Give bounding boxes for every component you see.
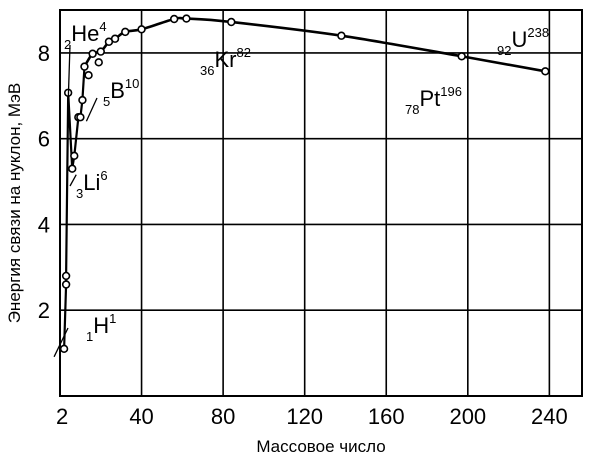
- svg-text:1H1: 1H1: [86, 311, 116, 344]
- leader-line: [69, 174, 77, 187]
- data-point: [84, 70, 93, 80]
- nuclide-label-b: 5B10: [85, 76, 139, 122]
- y-axis-label: Энергия связи на нуклон, МэВ: [5, 83, 24, 324]
- svg-text:36Kr82: 36Kr82: [200, 45, 251, 78]
- x-tick-label: 40: [129, 404, 153, 429]
- atomic-number: 2: [64, 37, 71, 52]
- element-symbol: Pt: [419, 86, 440, 111]
- data-point: [121, 27, 130, 37]
- nuclide-label-kr: 36Kr82: [200, 45, 251, 78]
- x-tick-label: 240: [531, 404, 568, 429]
- data-point: [457, 52, 466, 61]
- svg-text:3Li6: 3Li6: [76, 168, 108, 201]
- svg-text:5B10: 5B10: [103, 76, 139, 109]
- x-tick-label: 2: [56, 404, 68, 429]
- x-tick-label: 200: [449, 404, 486, 429]
- leader-line: [85, 97, 98, 122]
- element-symbol: H: [93, 313, 109, 338]
- data-point: [137, 25, 146, 34]
- light-nuclei-line: [63, 66, 86, 349]
- svg-text:92U238: 92U238: [497, 25, 549, 58]
- nuclide-label-he: 2He4: [64, 19, 107, 103]
- nuclide-label-pt: 78Pt196: [405, 84, 462, 117]
- data-point: [541, 67, 550, 76]
- data-point: [61, 271, 71, 281]
- data-point: [88, 49, 97, 58]
- atomic-number: 5: [103, 94, 110, 109]
- y-tick-label: 6: [38, 127, 50, 152]
- data-point: [68, 164, 77, 173]
- nuclide-label-li: 3Li6: [69, 168, 108, 201]
- atomic-number: 3: [76, 186, 83, 201]
- data-point: [59, 344, 69, 354]
- data-point: [76, 113, 85, 122]
- main-curve: [83, 16, 547, 73]
- data-point: [94, 58, 103, 67]
- x-axis-label: Массовое число: [256, 437, 385, 456]
- data-point: [110, 34, 120, 43]
- element-symbol: U: [511, 27, 527, 52]
- x-tick-label: 160: [368, 404, 405, 429]
- element-symbol: He: [71, 21, 99, 46]
- data-point: [182, 14, 191, 23]
- svg-text:2He4: 2He4: [64, 19, 107, 52]
- leader-line: [53, 327, 69, 358]
- data-point: [78, 95, 87, 105]
- data-point: [70, 151, 79, 161]
- svg-text:78Pt196: 78Pt196: [405, 84, 462, 117]
- plot-frame: [59, 9, 583, 397]
- mass-number: 6: [100, 168, 107, 183]
- y-tick-label: 8: [38, 41, 50, 66]
- mass-number: 82: [236, 45, 250, 60]
- x-tick-label: 80: [211, 404, 235, 429]
- leader-line: [67, 44, 71, 103]
- element-symbol: B: [110, 78, 125, 103]
- data-point: [96, 47, 105, 56]
- element-symbol: Kr: [214, 47, 236, 72]
- mass-number: 238: [527, 25, 549, 40]
- atomic-number: 92: [497, 43, 511, 58]
- atomic-number: 78: [405, 102, 419, 117]
- nuclide-label-u: 92U238: [497, 25, 549, 58]
- nuclide-label-h: 1H1: [53, 311, 116, 358]
- mass-number: 196: [440, 84, 462, 99]
- mass-number: 4: [99, 19, 106, 34]
- mass-number: 10: [125, 76, 139, 91]
- mass-number: 1: [109, 311, 116, 326]
- data-point: [61, 280, 71, 289]
- grid: [60, 10, 582, 396]
- data-point: [169, 14, 179, 24]
- element-symbol: Li: [83, 170, 100, 195]
- y-tick-label: 2: [38, 298, 50, 323]
- y-tick-label: 4: [38, 212, 50, 237]
- atomic-number: 1: [86, 329, 93, 344]
- data-point: [80, 62, 89, 71]
- atomic-number: 36: [200, 63, 214, 78]
- data-point: [227, 17, 236, 27]
- data-point: [337, 31, 346, 40]
- x-tick-label: 120: [286, 404, 323, 429]
